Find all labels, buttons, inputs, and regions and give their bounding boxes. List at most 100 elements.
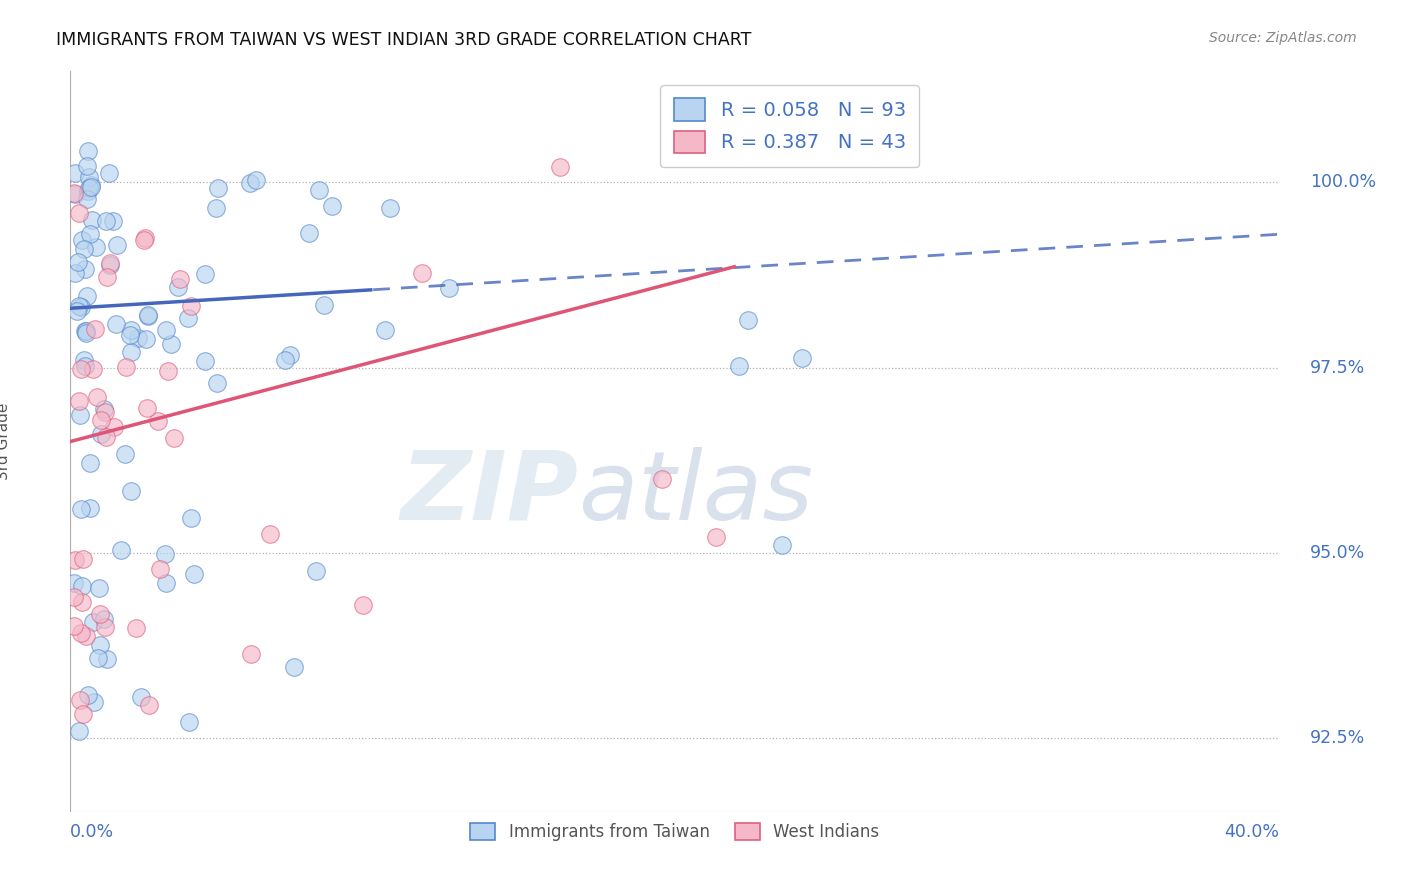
- Point: [98, 258, 121, 272]
- Point: [104, 317, 127, 331]
- Point: [63, 186, 86, 200]
- Point: [101, 214, 124, 228]
- Point: [77, 144, 100, 158]
- Point: [89, 638, 111, 652]
- Point: [177, 310, 200, 325]
- Point: [278, 348, 301, 362]
- Point: [146, 414, 169, 428]
- Point: [314, 298, 336, 312]
- Point: [67, 393, 90, 408]
- Point: [67, 723, 90, 738]
- Point: [76, 159, 98, 173]
- Point: [67, 255, 90, 269]
- Point: [115, 359, 138, 374]
- Point: [136, 308, 159, 322]
- Point: [239, 177, 262, 191]
- Point: [72, 551, 94, 566]
- Point: [82, 615, 104, 629]
- Point: [127, 331, 149, 345]
- Point: [374, 323, 396, 337]
- Point: [132, 233, 155, 247]
- Point: [89, 607, 111, 622]
- Point: [167, 280, 190, 294]
- Point: [157, 364, 180, 378]
- Point: [790, 351, 813, 365]
- Point: [105, 238, 128, 252]
- Point: [90, 413, 112, 427]
- Point: [63, 575, 86, 590]
- Point: [93, 402, 115, 417]
- Point: [194, 354, 217, 368]
- Point: [98, 255, 121, 269]
- Text: ZIP: ZIP: [401, 447, 578, 540]
- Text: IMMIGRANTS FROM TAIWAN VS WEST INDIAN 3RD GRADE CORRELATION CHART: IMMIGRANTS FROM TAIWAN VS WEST INDIAN 3R…: [56, 31, 752, 49]
- Point: [67, 299, 90, 313]
- Point: [75, 324, 97, 338]
- Point: [437, 281, 460, 295]
- Point: [69, 408, 91, 422]
- Point: [84, 240, 107, 254]
- Point: [118, 327, 141, 342]
- Point: [80, 180, 103, 194]
- Point: [305, 564, 328, 578]
- Point: [72, 595, 94, 609]
- Point: [160, 336, 183, 351]
- Point: [550, 161, 572, 175]
- Point: [321, 199, 343, 213]
- Point: [65, 166, 87, 180]
- Point: [63, 619, 86, 633]
- Text: 0.0%: 0.0%: [70, 822, 114, 841]
- Point: [737, 313, 759, 327]
- Point: [79, 227, 101, 242]
- Point: [94, 620, 117, 634]
- Point: [155, 575, 177, 590]
- Point: [651, 472, 673, 486]
- Point: [138, 698, 160, 713]
- Point: [274, 352, 297, 367]
- Point: [70, 626, 93, 640]
- Point: [125, 621, 148, 635]
- Point: [770, 538, 793, 552]
- Point: [308, 184, 330, 198]
- Point: [153, 547, 176, 561]
- Point: [79, 456, 101, 470]
- Text: Source: ZipAtlas.com: Source: ZipAtlas.com: [1209, 31, 1357, 45]
- Point: [73, 359, 96, 373]
- Point: [180, 511, 202, 525]
- Point: [63, 553, 86, 567]
- Point: [80, 212, 103, 227]
- Point: [120, 323, 142, 337]
- Point: [84, 322, 107, 336]
- Point: [73, 262, 96, 277]
- Point: [169, 272, 191, 286]
- Point: [96, 652, 118, 666]
- Point: [205, 376, 228, 391]
- Point: [298, 226, 321, 240]
- Point: [114, 447, 136, 461]
- Point: [73, 324, 96, 338]
- Point: [75, 326, 97, 340]
- Point: [704, 529, 727, 543]
- Point: [283, 660, 305, 674]
- Point: [207, 181, 229, 195]
- Point: [129, 690, 152, 705]
- Point: [688, 151, 710, 165]
- Point: [136, 310, 159, 324]
- Point: [89, 582, 111, 596]
- Point: [94, 405, 117, 419]
- Point: [76, 288, 98, 302]
- Point: [134, 231, 156, 245]
- Point: [94, 214, 117, 228]
- Point: [67, 206, 90, 220]
- Text: 40.0%: 40.0%: [1225, 822, 1279, 841]
- Point: [72, 579, 94, 593]
- Point: [163, 431, 186, 445]
- Point: [77, 688, 100, 702]
- Point: [77, 170, 100, 185]
- Point: [90, 427, 112, 442]
- Point: [79, 500, 101, 515]
- Point: [96, 269, 118, 284]
- Point: [69, 361, 91, 376]
- Point: [120, 484, 142, 499]
- Point: [135, 401, 157, 416]
